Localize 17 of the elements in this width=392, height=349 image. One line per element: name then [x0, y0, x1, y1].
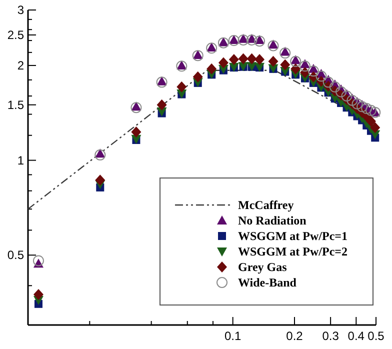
x-tick-label: 0.2 [286, 329, 304, 343]
x-tick-label: 0.3 [322, 329, 340, 343]
legend-label: McCaffrey [238, 198, 294, 212]
y-tick-label: 1.5 [7, 98, 24, 112]
x-tick-label: 0.4 [348, 329, 365, 343]
y-tick-label: 2 [17, 58, 24, 72]
y-tick-label: 2.5 [7, 28, 24, 42]
x-tick-label: 0.1 [224, 329, 242, 343]
legend-label: Grey Gas [238, 260, 288, 274]
legend-label: WSGGM at Pw/Pc=2 [238, 244, 348, 258]
x-tick-label: 0.5 [368, 329, 385, 343]
y-tick-label: 3 [17, 3, 24, 17]
legend-label: WSGGM at Pw/Pc=1 [238, 229, 348, 243]
legend-label: No Radiation [238, 214, 307, 228]
legend-label: Wide-Band [238, 276, 297, 290]
y-tick-label: 0.5 [7, 248, 24, 262]
y-tick-label: 1 [17, 153, 24, 168]
